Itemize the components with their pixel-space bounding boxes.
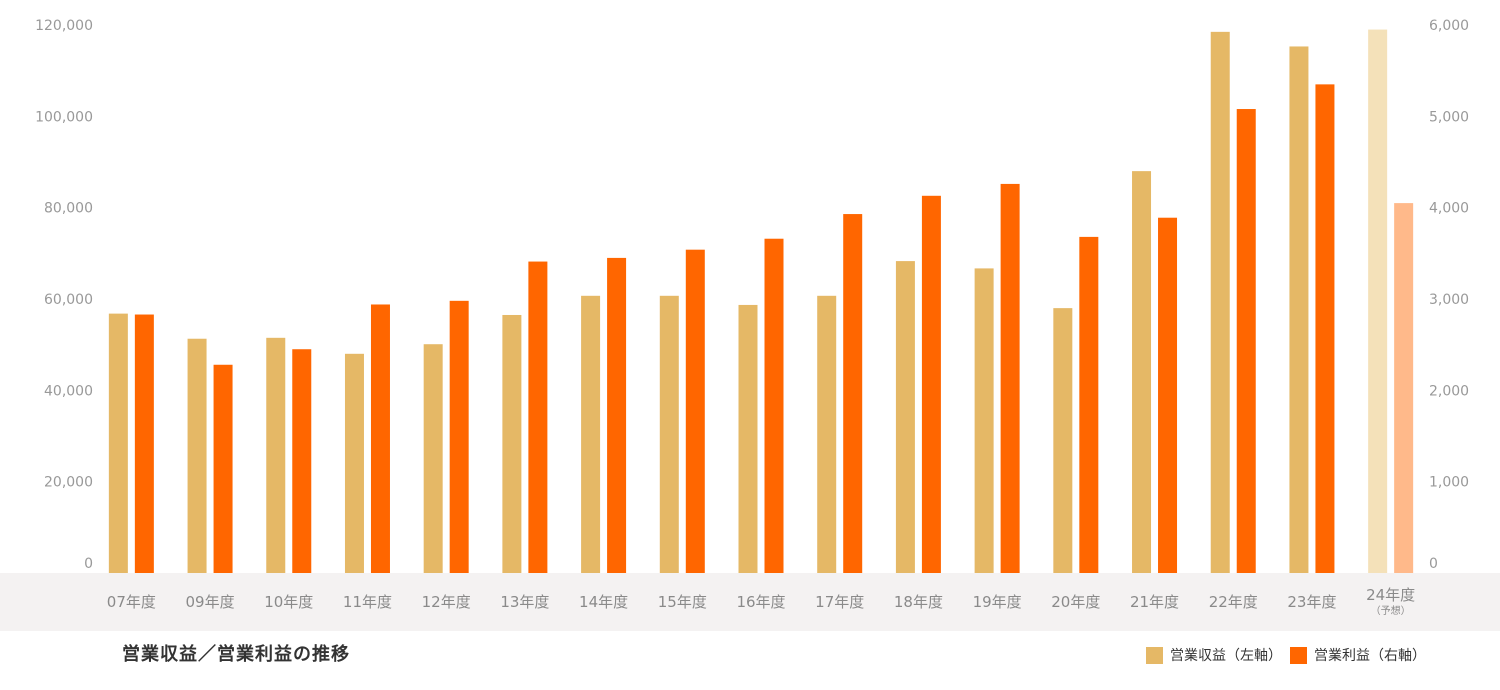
x-tick-label: 20年度	[1051, 593, 1100, 611]
legend-swatch-profit	[1290, 646, 1307, 664]
x-tick-label: 10年度	[264, 593, 313, 611]
revenue-bar	[108, 313, 128, 573]
y-left-tick-label: 60,000	[44, 292, 93, 308]
y-right-tick-label: 1,000	[1429, 475, 1469, 491]
x-tick-note: （予想）	[1371, 604, 1411, 617]
x-tick-label: 24年度	[1366, 586, 1415, 604]
legend-item-revenue: 営業収益（左軸）	[1146, 645, 1282, 665]
revenue-bar	[974, 268, 994, 573]
profit-bar	[213, 364, 233, 573]
profit-bar	[685, 249, 705, 573]
revenue-bar	[817, 295, 837, 573]
y-axis-left: 0 20,000 40,000 60,000 80,000 100,000 120,000	[35, 18, 93, 572]
revenue-bar	[895, 261, 915, 573]
revenue-bar	[738, 304, 758, 573]
revenue-bar	[344, 353, 364, 573]
x-tick-label: 12年度	[422, 593, 471, 611]
x-tick-label: 16年度	[736, 593, 785, 611]
x-axis-labels: 07年度 09年度 10年度 11年度 12年度 13年度 14年度 15年度 16年度 17年度…	[107, 586, 1415, 617]
y-left-tick-label: 80,000	[44, 201, 93, 217]
profit-bar	[764, 238, 784, 573]
y-left-tick-label: 40,000	[44, 383, 93, 399]
y-right-tick-label: 3,000	[1429, 292, 1469, 308]
revenue-bar	[581, 295, 601, 573]
y-left-tick-label: 120,000	[35, 18, 93, 34]
profit-bar	[528, 261, 548, 573]
profit-bar	[1079, 236, 1099, 574]
profit-bar	[134, 314, 154, 573]
x-tick-label: 18年度	[894, 593, 943, 611]
profit-bar	[921, 195, 941, 573]
profit-bar	[370, 304, 390, 573]
profit-bar	[843, 214, 863, 573]
x-tick-label: 21年度	[1130, 593, 1179, 611]
profit-bar	[1158, 217, 1178, 574]
x-tick-label: 11年度	[343, 593, 392, 611]
legend-label-profit: 営業利益（右軸）	[1314, 648, 1426, 664]
x-tick-label: 13年度	[500, 593, 549, 611]
y-right-tick-label: 6,000	[1429, 18, 1469, 34]
profit-bar	[1394, 203, 1414, 573]
revenue-bar	[502, 314, 522, 573]
revenue-bar	[423, 344, 443, 573]
y-right-tick-label: 2,000	[1429, 383, 1469, 399]
y-axis-right: 0 1,000 2,000 3,000 4,000 5,000 6,000	[1429, 18, 1469, 572]
x-tick-label: 07年度	[107, 593, 156, 611]
chart-title: 営業収益／営業利益の推移	[122, 644, 350, 665]
bar-series	[108, 29, 1414, 574]
profit-bar	[1315, 84, 1335, 573]
x-tick-label: 23年度	[1287, 593, 1336, 611]
legend-swatch-revenue	[1146, 646, 1163, 664]
revenue-bar	[1289, 46, 1309, 574]
legend-item-profit: 営業利益（右軸）	[1290, 645, 1426, 665]
y-left-tick-label: 0	[84, 556, 93, 572]
profit-bar	[292, 349, 312, 573]
x-tick-label: 15年度	[658, 593, 707, 611]
revenue-bar	[1210, 31, 1230, 574]
x-tick-label: 17年度	[815, 593, 864, 611]
profit-bar	[1000, 183, 1020, 574]
x-tick-label: 22年度	[1209, 593, 1258, 611]
revenue-bar	[659, 295, 679, 573]
y-left-tick-label: 100,000	[35, 109, 93, 125]
y-right-tick-label: 4,000	[1429, 201, 1469, 217]
y-left-tick-label: 20,000	[44, 475, 93, 491]
y-right-tick-label: 0	[1429, 556, 1438, 572]
profit-bar	[607, 257, 627, 573]
x-axis-band	[0, 573, 1500, 631]
revenue-bar	[1368, 29, 1388, 574]
x-tick-label: 19年度	[973, 593, 1022, 611]
x-tick-label: 09年度	[186, 593, 235, 611]
revenue-bar	[1053, 308, 1073, 573]
legend: 営業収益（左軸） 営業利益（右軸）	[1146, 645, 1426, 665]
revenue-bar	[1132, 171, 1152, 573]
revenue-bar	[266, 337, 286, 573]
y-right-tick-label: 5,000	[1429, 109, 1469, 125]
profit-bar	[1236, 109, 1256, 573]
revenue-bar	[187, 338, 207, 573]
legend-label-revenue: 営業収益（左軸）	[1170, 648, 1282, 664]
x-tick-label: 14年度	[579, 593, 628, 611]
profit-bar	[449, 300, 469, 573]
